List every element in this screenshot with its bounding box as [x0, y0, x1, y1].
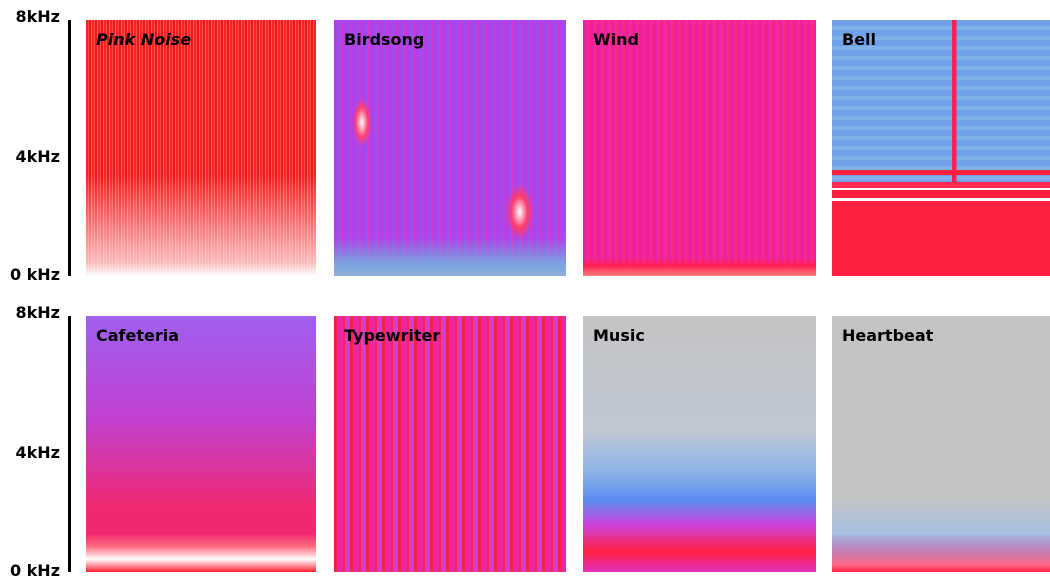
spectrogram: Heartbeat — [832, 316, 1050, 572]
figure: {"rows": [ {"axis": {"top": "8kHz", "mid… — [0, 0, 1050, 580]
axis-label: 8kHz — [4, 8, 60, 26]
spectrogram: Bell — [832, 20, 1050, 276]
panel-title: Typewriter — [344, 326, 440, 345]
axis-line — [68, 316, 71, 572]
axis-line — [68, 20, 71, 276]
axis-label: 8kHz — [4, 304, 60, 322]
spectrogram: Birdsong — [334, 20, 566, 276]
spectrogram: Typewriter — [334, 316, 566, 572]
axis-label: 4kHz — [4, 444, 60, 462]
panel-title: Music — [593, 326, 645, 345]
axis-label: 4kHz — [4, 148, 60, 166]
panel-title: Wind — [593, 30, 639, 49]
axis-label: 0 kHz — [4, 266, 60, 284]
spectrogram: Cafeteria — [86, 316, 316, 572]
panel-title: Cafeteria — [96, 326, 179, 345]
panel-title: Pink Noise — [96, 30, 191, 49]
panel-title: Bell — [842, 30, 876, 49]
spectrogram: Pink Noise — [86, 20, 316, 276]
panel-title: Heartbeat — [842, 326, 933, 345]
spectrogram: Wind — [583, 20, 816, 276]
axis-label: 0 kHz — [4, 562, 60, 580]
spectrogram: Music — [583, 316, 816, 572]
panel-title: Birdsong — [344, 30, 424, 49]
